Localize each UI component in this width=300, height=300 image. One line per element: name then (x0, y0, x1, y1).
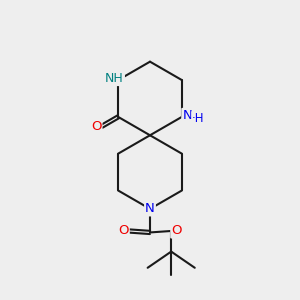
Text: O: O (91, 120, 101, 133)
Text: O: O (118, 224, 129, 238)
Text: N: N (182, 109, 192, 122)
Text: N: N (145, 202, 155, 215)
Text: ·H: ·H (192, 112, 204, 125)
Text: NH: NH (105, 72, 124, 85)
Text: O: O (171, 224, 182, 238)
